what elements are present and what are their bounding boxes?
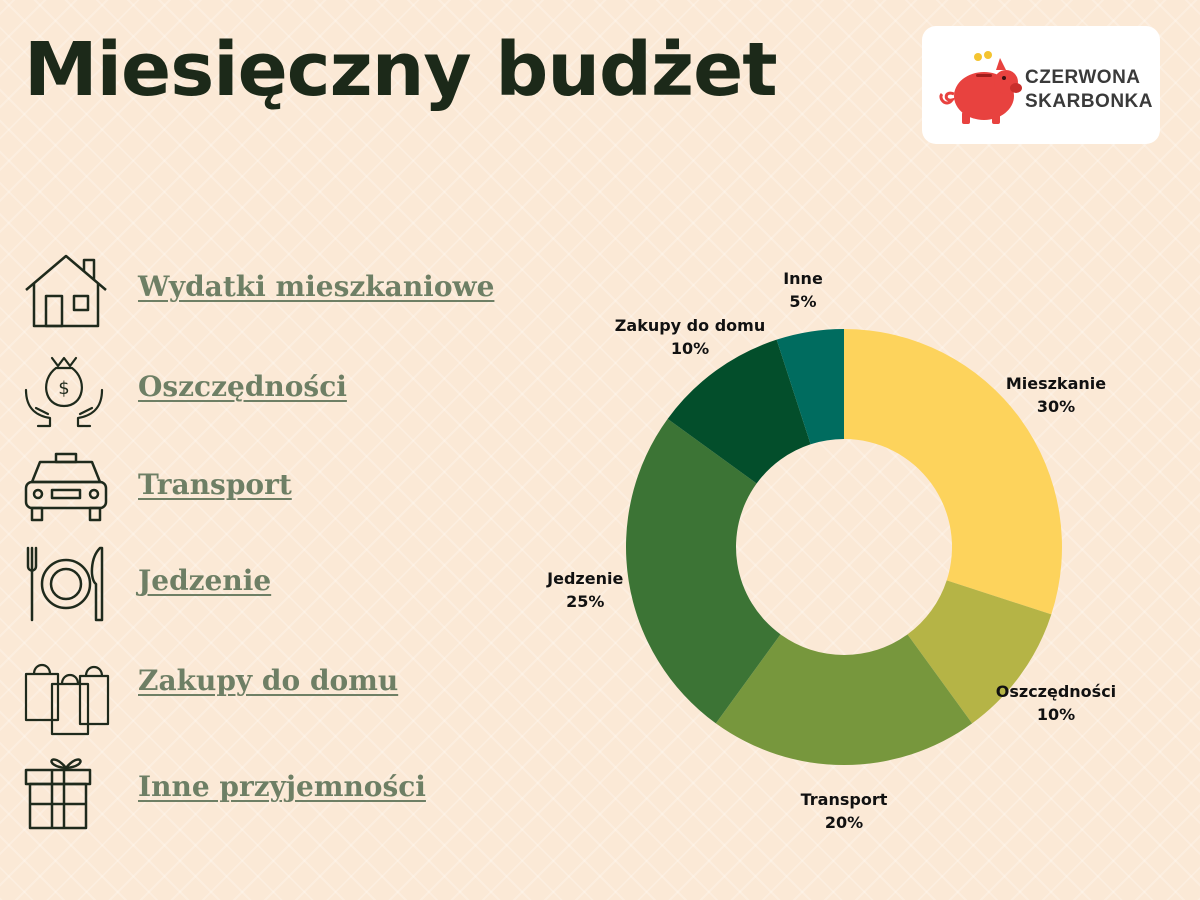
slice-value-4: 10% [671,339,709,358]
logo-line-1: CZERWONA [1025,67,1141,88]
slice-value-3: 25% [566,592,604,611]
slice-label-2: Transport 20% [801,790,888,830]
slice-label-3: Jedzenie 25% [546,569,623,611]
slice-category-4: Zakupy do domu [615,316,765,335]
legend-label-savings[interactable]: Oszczędności [138,370,347,403]
legend-item-transport[interactable]: Transport [22,448,522,528]
slice-label-1: Oszczędności 10% [996,682,1116,724]
legend-item-savings[interactable]: $ Oszczędności [22,350,522,430]
donut-slice-5 [776,329,844,445]
legend-item-household[interactable]: Zakupy do domu [22,660,522,740]
slice-value-2: 20% [825,813,863,830]
logo-card: CZERWONA SKARBONKA [922,26,1160,144]
slice-value-5: 5% [789,292,816,311]
shopping-bags-icon [24,663,110,736]
slice-label-0: Mieszkanie 30% [1006,374,1106,416]
slice-value-0: 30% [1037,397,1075,416]
slice-category-1: Oszczędności [996,682,1116,701]
legend-label-transport[interactable]: Transport [138,468,292,501]
svg-text:$: $ [58,378,69,399]
legend-label-food[interactable]: Jedzenie [138,564,272,597]
plate-cutlery-icon [26,546,104,622]
taxi-icon [24,452,108,522]
slice-value-1: 10% [1037,705,1075,724]
legend-label-housing[interactable]: Wydatki mieszkaniowe [138,270,495,303]
donut-chart-svg: Mieszkanie 30% Oszczędności 10% Transport 20%… [546,270,1116,830]
donut-chart: Mieszkanie 30% Oszczędności 10% Transport 20%… [500,270,1200,830]
page-title: Miesięczny budżet [24,27,778,113]
gift-icon [24,758,92,830]
slice-category-5: Inne [783,270,823,288]
logo-line-2: SKARBONKA [1025,91,1153,112]
legend-item-housing[interactable]: Wydatki mieszkaniowe [22,250,522,330]
legend-label-other[interactable]: Inne przyjemności [138,770,426,803]
piggy-bank-icon [939,51,1022,124]
slice-label-5: Inne 5% [783,270,823,311]
slice-category-3: Jedzenie [546,569,623,588]
donut-slice-3 [626,418,781,724]
slice-category-2: Transport [801,790,888,809]
house-icon [25,254,107,328]
slice-label-4: Zakupy do domu 10% [615,316,765,358]
money-bag-hands-icon: $ [24,356,104,428]
donut-slice-4 [667,339,811,484]
slice-category-0: Mieszkanie [1006,374,1106,393]
logo-text: CZERWONA SKARBONKA [1025,66,1153,114]
legend-item-other[interactable]: Inne przyjemności [22,752,522,832]
legend-label-household[interactable]: Zakupy do domu [138,664,399,697]
donut-slice-0 [844,329,1062,615]
donut-slice-2 [715,634,973,765]
legend-item-food[interactable]: Jedzenie [22,544,522,624]
donut-slice-1 [907,580,1052,724]
